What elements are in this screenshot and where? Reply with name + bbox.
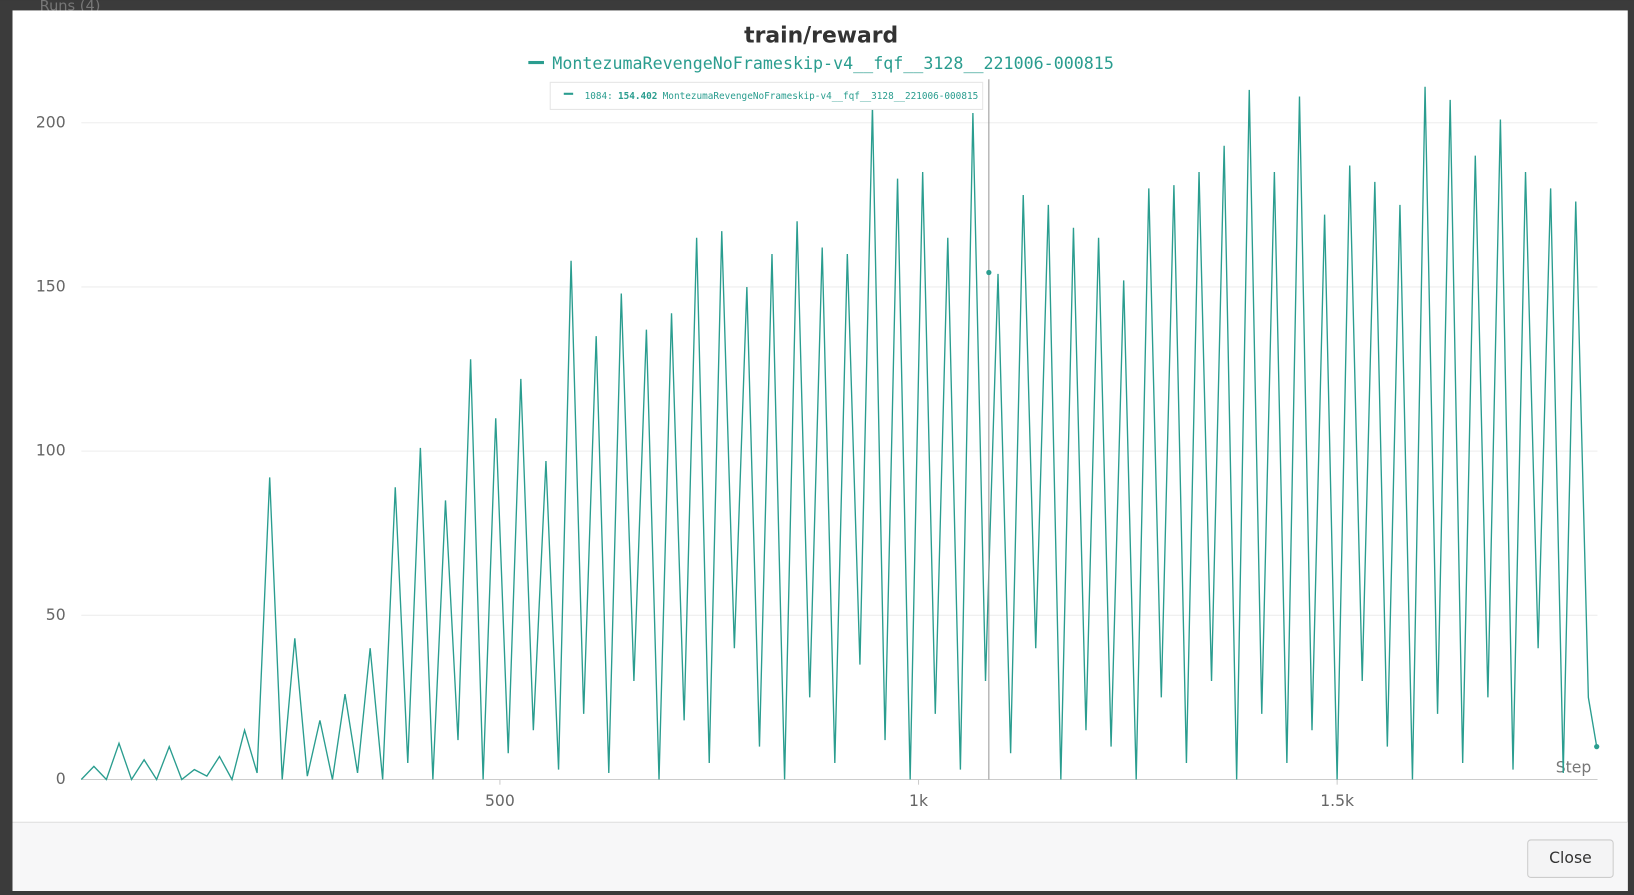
y-tick-label: 0 [56, 769, 66, 788]
x-axis-label: Step [1556, 758, 1592, 777]
end-dot [1594, 744, 1600, 750]
tooltip-step-label: 1084: [585, 90, 613, 101]
data-line [80, 86, 1598, 782]
plot: 0 50 100 150 200 500 1k 1.5k Step MontezumaReveng… [36, 54, 1600, 810]
chart-title: train/reward [744, 23, 898, 48]
hover-dot [986, 269, 992, 276]
y-tick-label: 50 [46, 605, 66, 624]
close-button-label[interactable]: Close [1549, 848, 1592, 867]
y-tick-label: 150 [36, 276, 66, 295]
close-button[interactable] [1527, 839, 1614, 878]
tooltip-run: MontezumaRevengeNoFrameskip-v4__fqf__312… [663, 90, 979, 101]
modal-footer [12, 822, 1628, 891]
x-tick-label: 1k [909, 791, 928, 810]
x-tick-label: 500 [485, 791, 515, 810]
legend-label: MontezumaRevengeNoFrameskip-v4__fqf__312… [552, 54, 1114, 73]
tooltip-text: 1084: 154.402 MontezumaRevengeNoFrameskip-… [585, 90, 979, 101]
x-tick-label: 1.5k [1320, 791, 1354, 810]
tooltip-value: 154.402 [618, 90, 657, 101]
tooltip-box [549, 81, 984, 110]
y-tick-label: 200 [36, 112, 66, 131]
y-tick-label: 100 [36, 441, 66, 460]
